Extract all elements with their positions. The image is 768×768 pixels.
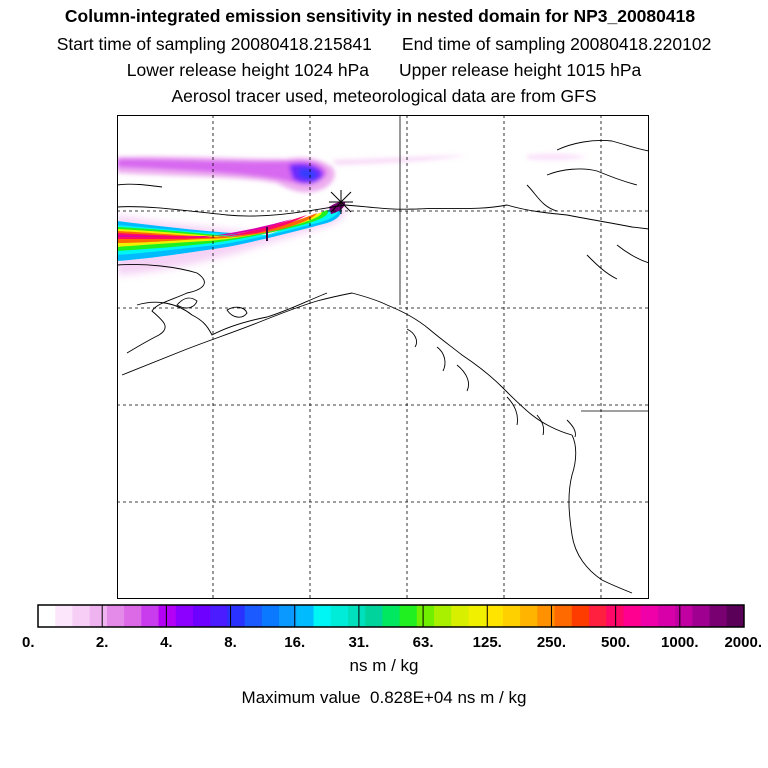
lower-release-height: Lower release height 1024 hPa <box>126 60 369 80</box>
colorbar-tick-label: 16. <box>284 634 305 651</box>
colorbar-segment <box>675 605 693 627</box>
sensitivity-map <box>117 115 649 599</box>
colorbar-segment <box>485 605 504 627</box>
colorbar-segment <box>554 605 573 627</box>
colorbar-tick-label: 63. <box>413 634 434 651</box>
colorbar-segment <box>330 605 349 627</box>
colorbar-tick-label: 250. <box>537 634 566 651</box>
colorbar-segment <box>468 605 487 627</box>
release-point-marker <box>329 190 353 214</box>
plot-title: Column-integrated emission sensitivity i… <box>64 6 696 26</box>
colorbar-segment <box>141 605 159 627</box>
colorbar-segment <box>158 605 177 627</box>
colorbar-segment <box>606 605 624 627</box>
colorbar-segment <box>192 605 211 627</box>
colorbar-segment <box>89 605 108 627</box>
colorbar-segment <box>175 605 194 627</box>
colorbar-segment <box>623 605 642 627</box>
colorbar-tick-label: 2000. <box>724 634 762 651</box>
coastlines <box>117 115 649 594</box>
colorbar: 0. 2. 4. 8. 16. 31. 63. 125. 250. 500. 1000. 2000. <box>22 604 762 651</box>
units-label: ns m / kg <box>349 656 419 675</box>
colorbar-segment <box>537 605 555 627</box>
maximum-value: Maximum value 0.828E+04 ns m / kg <box>241 688 527 707</box>
plume-lower <box>117 201 347 275</box>
colorbar-segment <box>416 605 435 627</box>
colorbar-segment <box>124 605 142 627</box>
colorbar-segment <box>726 605 745 627</box>
colorbar-tick-label: 500. <box>601 634 630 651</box>
colorbar-segment <box>55 605 73 627</box>
colorbar-tick-label: 4. <box>160 634 173 651</box>
colorbar-segment <box>347 605 366 627</box>
colorbar-segment <box>589 605 607 627</box>
release-heights: Lower release height 1024 hPa Upper relea… <box>0 60 768 81</box>
colorbar-frame <box>37 604 745 628</box>
colorbar-tick-label: 1000. <box>661 634 699 651</box>
colorbar-segment <box>434 605 452 627</box>
colorbar-segment <box>296 605 314 627</box>
tracer-info: Aerosol tracer used, meteorological data… <box>171 86 597 106</box>
colorbar-segment <box>72 605 91 627</box>
colorbar-segment <box>313 605 332 627</box>
colorbar-segment <box>382 605 401 627</box>
colorbar-segment <box>709 605 728 627</box>
colorbar-segment <box>692 605 710 627</box>
graticule <box>117 115 649 599</box>
upper-release-height: Upper release height 1015 hPa <box>399 60 642 80</box>
colorbar-tick-label: 31. <box>348 634 369 651</box>
colorbar-segment <box>571 605 590 627</box>
plume-upper <box>117 153 587 193</box>
colorbar-tick-label: 2. <box>96 634 109 651</box>
colorbar-segment <box>210 605 228 627</box>
colorbar-tick-label: 125. <box>473 634 502 651</box>
colorbar-tick-label: 0. <box>22 634 35 651</box>
colorbar-segment <box>279 605 297 627</box>
colorbar-segment <box>451 605 469 627</box>
start-time: Start time of sampling 20080418.215841 <box>56 34 372 54</box>
colorbar-segment <box>520 605 538 627</box>
colorbar-segment <box>106 605 125 627</box>
colorbar-segment <box>227 605 246 627</box>
end-time: End time of sampling 20080418.220102 <box>401 34 712 54</box>
colorbar-segment <box>657 605 676 627</box>
sampling-times: Start time of sampling 20080418.215841 En… <box>0 34 768 55</box>
colorbar-segment <box>244 605 263 627</box>
colorbar-segment <box>640 605 659 627</box>
colorbar-tick-label: 8. <box>224 634 237 651</box>
colorbar-segment <box>365 605 383 627</box>
colorbar-segment <box>261 605 280 627</box>
colorbar-segment <box>38 605 56 627</box>
colorbar-segment <box>399 605 418 627</box>
colorbar-segment <box>502 605 521 627</box>
